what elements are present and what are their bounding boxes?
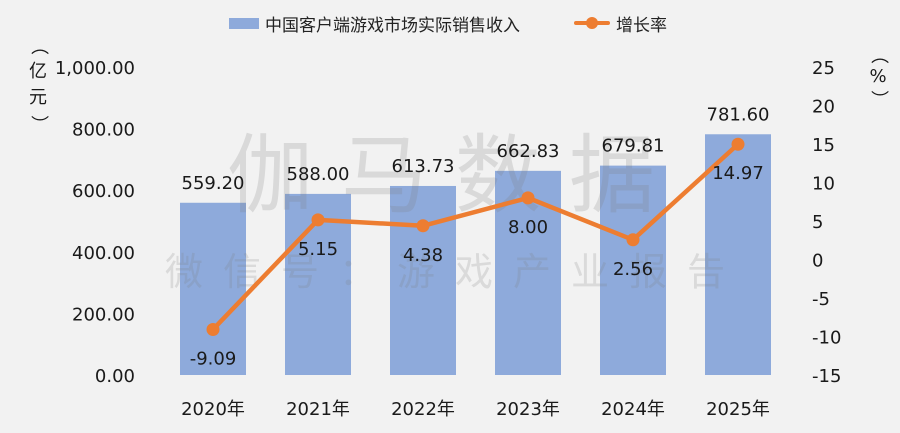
right-tick-label: -10 (812, 328, 841, 349)
right-tick-label: -5 (812, 289, 830, 310)
right-tick-label: 25 (812, 58, 835, 79)
right-tick-label: 5 (812, 212, 823, 233)
bar-value-label: 781.60 (707, 104, 770, 125)
right-tick-label: 20 (812, 97, 835, 118)
growth-line (211, 142, 740, 332)
growth-marker (311, 213, 325, 227)
left-tick-label: 1,000.00 (55, 58, 135, 79)
left-axis-title-char1: 亿 (29, 61, 47, 82)
right-axis-ticks: -15 -10 -5 0 5 10 15 20 25 (812, 58, 841, 387)
x-tick-label: 2022年 (391, 399, 455, 420)
chart-legend: 中国客户端游戏市场实际销售收入 增长率 (229, 10, 667, 36)
growth-value-label: 4.38 (403, 245, 443, 266)
left-axis-ticks: 0.00 200.00 400.00 600.00 800.00 1,000.00 (55, 58, 135, 387)
growth-marker (521, 191, 535, 205)
left-axis-title-char2: 元 (29, 87, 47, 108)
right-tick-label: 10 (812, 174, 835, 195)
growth-value-label: 8.00 (508, 217, 548, 238)
right-tick-label: 0 (812, 251, 823, 272)
legend-label-revenue: 中国客户端游戏市场实际销售收入 (265, 15, 520, 36)
line-series (206, 137, 745, 336)
growth-marker (416, 219, 430, 233)
left-tick-label: 400.00 (72, 243, 135, 264)
right-axis-title: （ % ） (867, 44, 889, 110)
bar-2020年 (180, 202, 246, 375)
bar-value-label: 613.73 (392, 156, 455, 177)
left-tick-label: 600.00 (72, 181, 135, 202)
bar-value-label: 588.00 (287, 164, 350, 185)
x-tick-label: 2021年 (286, 399, 350, 420)
bar-value-label: 559.20 (182, 173, 245, 194)
right-tick-label: -15 (812, 366, 841, 387)
bar-value-label: 662.83 (497, 141, 560, 162)
x-tick-label: 2025年 (706, 399, 770, 420)
watermark-sub: 微信号：游戏产业报告 (165, 250, 745, 294)
left-tick-label: 0.00 (95, 366, 135, 387)
legend-item-growth: 增长率 (520, 11, 667, 36)
bar-2025年 (705, 134, 771, 375)
line-marker-icon (574, 17, 610, 29)
left-axis-title: （ 亿 元 ） (28, 33, 49, 137)
right-tick-label: 15 (812, 135, 835, 156)
growth-value-label: 2.56 (613, 259, 653, 280)
growth-marker (206, 322, 220, 336)
x-tick-label: 2024年 (601, 399, 665, 420)
growth-marker (731, 137, 745, 151)
bar-2022年 (390, 185, 456, 375)
growth-value-label: 5.15 (298, 239, 338, 260)
right-axis-title-unit: % (869, 66, 887, 87)
bar-swatch-icon (229, 17, 259, 29)
x-tick-label: 2020年 (181, 399, 245, 420)
x-tick-label: 2023年 (496, 399, 560, 420)
data-labels: 559.20 588.00 613.73 662.83 679.81 781.60 -9.0… (182, 104, 770, 369)
watermark-main: 伽马数据 (227, 126, 683, 226)
left-tick-label: 200.00 (72, 304, 135, 325)
left-tick-label: 800.00 (72, 120, 135, 141)
bar-value-label: 679.81 (602, 136, 665, 157)
legend-label-growth: 增长率 (616, 15, 667, 36)
bar-2024年 (600, 165, 666, 375)
growth-value-label: 14.97 (712, 163, 764, 184)
legend-item-revenue: 中国客户端游戏市场实际销售收入 (229, 11, 520, 36)
growth-marker (626, 233, 640, 247)
growth-value-label: -9.09 (190, 348, 237, 369)
x-axis-ticks: 2020年 2021年 2022年 2023年 2024年 2025年 (181, 399, 770, 420)
